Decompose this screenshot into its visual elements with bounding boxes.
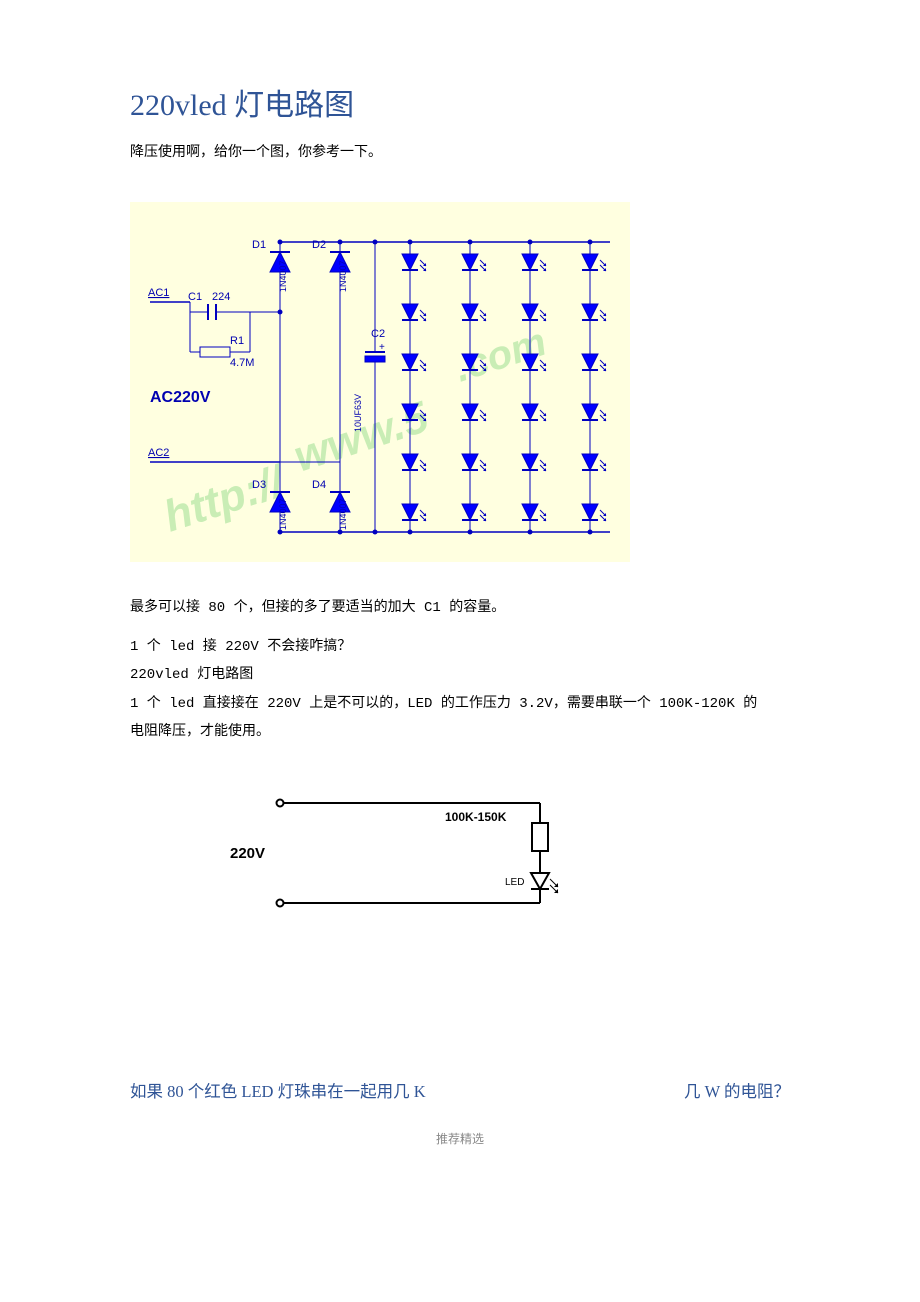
svg-text:1N4007: 1N4007 bbox=[338, 261, 348, 293]
qa-line-3b: 电阻降压，才能使用。 bbox=[130, 721, 790, 743]
footer-text: 推荐精选 bbox=[130, 1130, 790, 1147]
svg-text:C1: C1 bbox=[188, 291, 202, 303]
svg-text:10UF63V: 10UF63V bbox=[353, 394, 363, 432]
svg-text:224: 224 bbox=[212, 291, 230, 303]
qa-line-2: 220vled 灯电路图 bbox=[130, 664, 790, 686]
svg-text:AC1: AC1 bbox=[148, 287, 169, 299]
svg-text:1N4007: 1N4007 bbox=[278, 499, 288, 531]
svg-text:AC2: AC2 bbox=[148, 447, 169, 459]
para-after-diagram: 最多可以接 80 个，但接的多了要适当的加大 C1 的容量。 bbox=[130, 597, 790, 619]
svg-text:LED: LED bbox=[505, 877, 524, 888]
svg-text:C2: C2 bbox=[371, 328, 385, 340]
intro-text: 降压使用啊，给你一个图，你参考一下。 bbox=[130, 142, 790, 164]
svg-text:1N4007: 1N4007 bbox=[278, 261, 288, 293]
qa-line-1: 1 个 led 接 220V 不会接咋搞？ bbox=[130, 636, 790, 658]
svg-text:D4: D4 bbox=[312, 479, 326, 491]
svg-text:D2: D2 bbox=[312, 239, 326, 251]
svg-text:R1: R1 bbox=[230, 335, 244, 347]
svg-text:1N4007: 1N4007 bbox=[338, 499, 348, 531]
svg-text:AC220V: AC220V bbox=[150, 389, 211, 406]
page-title: 220vled 灯电路图 bbox=[130, 80, 790, 124]
svg-text:D1: D1 bbox=[252, 239, 266, 251]
circuit-diagram-1: http://www.5.comAC1AC2AC220VC1224R14.7MD… bbox=[130, 202, 790, 567]
circuit-diagram-2: 220V 100K-150K LED bbox=[210, 773, 790, 938]
svg-text:D3: D3 bbox=[252, 479, 266, 491]
svg-text:220V: 220V bbox=[230, 845, 265, 862]
subtitle-row: 如果 80 个红色 LED 灯珠串在一起用几 K 几 W 的电阻？ bbox=[130, 1078, 790, 1102]
svg-text:4.7M: 4.7M bbox=[230, 357, 254, 369]
svg-text:100K-150K: 100K-150K bbox=[445, 810, 507, 824]
subtitle-right: 几 W 的电阻？ bbox=[684, 1078, 790, 1102]
svg-text:+: + bbox=[379, 342, 385, 353]
qa-line-3a: 1 个 led 直接接在 220V 上是不可以的，LED 的工作压力 3.2V，… bbox=[130, 693, 790, 715]
subtitle-left: 如果 80 个红色 LED 灯珠串在一起用几 K bbox=[130, 1078, 426, 1102]
